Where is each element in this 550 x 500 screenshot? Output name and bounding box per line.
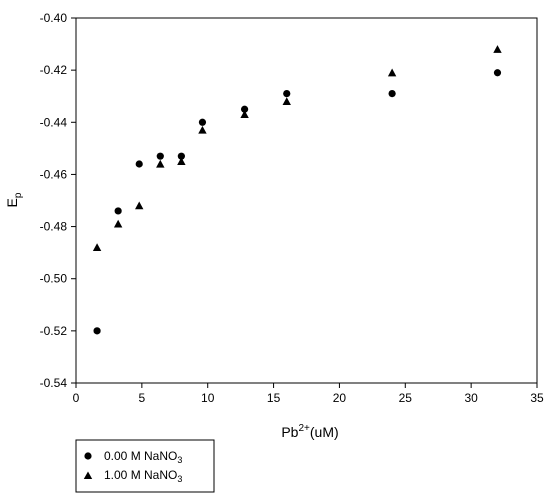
x-tick-label: 0 bbox=[73, 391, 80, 405]
data-point-triangle bbox=[282, 97, 291, 105]
y-tick-label: -0.46 bbox=[40, 167, 68, 181]
x-axis-title: Pb2+(uM) bbox=[281, 423, 338, 440]
data-point-circle bbox=[283, 90, 291, 98]
plot-area-frame bbox=[75, 17, 538, 384]
y-tick-label: -0.44 bbox=[40, 115, 68, 129]
legend-box bbox=[75, 439, 215, 493]
legend-label-series-2-sub: 3 bbox=[177, 474, 182, 484]
legend-label-series-1-sub: 3 bbox=[177, 455, 182, 465]
y-tick-label: -0.40 bbox=[40, 11, 68, 25]
x-tick-label: 20 bbox=[333, 391, 347, 405]
legend-label-series-2: 1.00 M NaNO3 bbox=[104, 468, 182, 484]
data-point-triangle bbox=[135, 201, 144, 210]
y-axis-title: Ep bbox=[4, 192, 24, 207]
data-point-triangle bbox=[156, 159, 165, 168]
data-point-circle bbox=[156, 152, 164, 160]
data-point-circle bbox=[240, 105, 249, 113]
x-axis-title-rest: (uM) bbox=[310, 424, 339, 440]
y-axis: -0.54 -0.52 -0.50 -0.48 -0.46 -0.44 -0.42 -0.40 bbox=[40, 11, 76, 390]
y-axis-title-main: E bbox=[4, 198, 20, 207]
legend-label-series-2-prefix: 1.00 M NaNO bbox=[104, 468, 177, 482]
x-tick-label: 25 bbox=[399, 391, 413, 405]
y-tick-label: -0.52 bbox=[40, 324, 68, 338]
data-points bbox=[92, 45, 502, 335]
y-tick-label: -0.50 bbox=[40, 272, 68, 286]
x-axis-title-sup: 2+ bbox=[298, 423, 310, 434]
data-point-circle bbox=[93, 327, 101, 335]
x-tick-label: 15 bbox=[267, 391, 281, 405]
data-point-circle bbox=[493, 69, 502, 77]
data-point-circle bbox=[177, 152, 185, 160]
data-point-triangle bbox=[240, 110, 249, 119]
legend-triangle-marker bbox=[83, 471, 93, 479]
data-point-triangle bbox=[177, 157, 186, 165]
y-tick-label: -0.48 bbox=[40, 220, 68, 234]
y-tick-label: -0.42 bbox=[40, 63, 68, 77]
y-axis-title-sub: p bbox=[13, 192, 24, 198]
data-point-triangle bbox=[113, 219, 123, 228]
x-tick-label: 35 bbox=[530, 391, 544, 405]
legend-circle-marker bbox=[84, 452, 92, 460]
legend-label-series-1-prefix: 0.00 M NaNO bbox=[104, 449, 177, 463]
x-tick-label: 10 bbox=[201, 391, 215, 405]
data-point-triangle bbox=[493, 45, 502, 53]
x-tick-label: 30 bbox=[464, 391, 478, 405]
legend-label-series-1: 0.00 M NaNO3 bbox=[104, 449, 182, 465]
legend: 0.00 M NaNO3 1.00 M NaNO3 bbox=[75, 439, 215, 493]
y-tick-label: -0.54 bbox=[40, 376, 68, 390]
x-axis: 0 5 10 15 20 25 30 35 bbox=[73, 383, 544, 405]
data-point-circle bbox=[114, 207, 122, 215]
data-point-circle bbox=[198, 118, 207, 126]
data-point-triangle bbox=[387, 68, 397, 77]
data-point-triangle bbox=[92, 243, 102, 251]
data-point-circle bbox=[135, 160, 143, 168]
data-point-triangle bbox=[198, 125, 207, 134]
x-axis-title-main: Pb bbox=[281, 424, 298, 440]
x-tick-label: 5 bbox=[139, 391, 146, 405]
data-point-circle bbox=[388, 90, 396, 98]
